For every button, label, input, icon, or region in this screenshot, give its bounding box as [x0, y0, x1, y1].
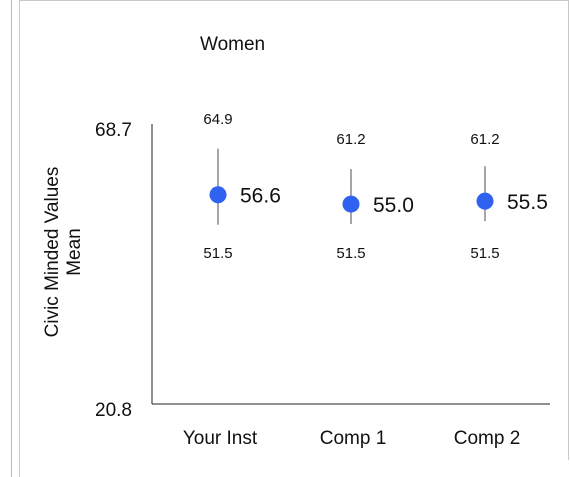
y-tick-label-min: 20.8	[95, 400, 132, 421]
data-point	[476, 192, 494, 210]
lower-bound-label: 51.5	[336, 245, 365, 262]
chart-frame-left-border	[19, 0, 20, 477]
upper-bound-label: 64.9	[203, 111, 232, 128]
x-tick-label: Comp 1	[320, 428, 387, 449]
x-tick-label: Comp 2	[454, 428, 521, 449]
lower-bound-label: 51.5	[470, 245, 499, 262]
chart-frame	[19, 0, 569, 460]
value-label: 55.5	[507, 191, 548, 214]
chart-title: Women	[200, 34, 266, 55]
value-label: 56.6	[240, 185, 281, 208]
left-divider-line	[11, 0, 12, 477]
data-point	[342, 195, 360, 213]
upper-bound-label: 61.2	[336, 131, 365, 148]
y-tick-label-max: 68.7	[95, 120, 132, 141]
value-label: 55.0	[373, 194, 414, 217]
x-tick-label: Your Inst	[183, 428, 258, 449]
upper-bound-label: 61.2	[470, 131, 499, 148]
lower-bound-label: 51.5	[203, 245, 232, 262]
data-point	[209, 186, 227, 204]
